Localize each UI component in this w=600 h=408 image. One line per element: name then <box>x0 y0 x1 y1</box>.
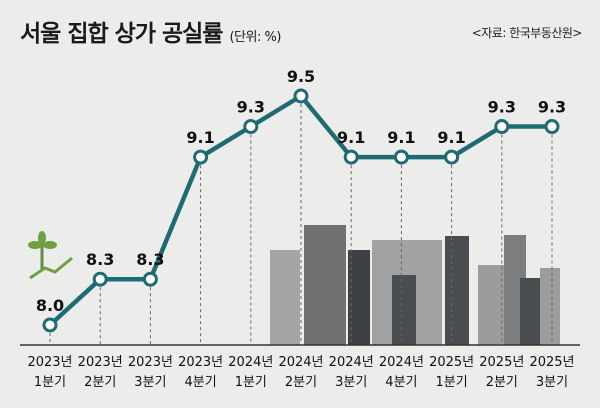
data-point <box>142 271 158 287</box>
data-label: 8.3 <box>136 250 164 269</box>
source-label: <자료: 한국부동산원> <box>471 26 583 40</box>
x-tick-label: 3분기 <box>335 375 367 390</box>
data-point <box>393 149 409 165</box>
data-label: 9.3 <box>538 98 566 117</box>
x-tick-label: 3분기 <box>536 375 568 390</box>
x-tick-label: 2023년 <box>78 355 123 370</box>
data-label: 8.0 <box>36 296 64 315</box>
x-tick-label: 3분기 <box>134 375 166 390</box>
x-tick-label: 2024년 <box>228 355 273 370</box>
x-tick-label: 2023년 <box>128 355 173 370</box>
x-tick-label: 2024년 <box>278 355 323 370</box>
x-tick-label: 2025년 <box>529 355 574 370</box>
data-label: 9.3 <box>237 98 265 117</box>
data-point <box>92 271 108 287</box>
buildings-illustration <box>270 225 560 345</box>
data-label: 9.1 <box>387 128 415 147</box>
data-label: 9.3 <box>488 98 516 117</box>
data-label: 8.3 <box>86 250 114 269</box>
x-tick-label: 2분기 <box>84 375 116 390</box>
x-tick-label: 1분기 <box>235 375 267 390</box>
title-text: 서울 집합 상가 공실률 <box>20 21 223 47</box>
x-tick-label: 2024년 <box>329 355 374 370</box>
x-tick-label: 2024년 <box>379 355 424 370</box>
x-tick-label: 2분기 <box>285 375 317 390</box>
x-tick-label: 2023년 <box>178 355 223 370</box>
data-point <box>193 149 209 165</box>
x-tick-label: 2025년 <box>429 355 474 370</box>
data-label: 9.1 <box>337 128 365 147</box>
data-label: 9.1 <box>186 128 214 147</box>
x-tick-label: 4분기 <box>184 375 216 390</box>
x-tick-label: 1분기 <box>34 375 66 390</box>
data-point <box>343 149 359 165</box>
data-point <box>293 88 309 104</box>
data-point <box>494 119 510 135</box>
x-tick-label: 2분기 <box>486 375 518 390</box>
chart-title: 서울 집합 상가 공실률 (단위: %) <box>20 14 281 48</box>
x-tick-label: 2025년 <box>479 355 524 370</box>
x-tick-label: 4분기 <box>385 375 417 390</box>
unit-label: (단위: %) <box>229 30 281 45</box>
plant-icon <box>28 231 73 280</box>
x-tick-label: 1분기 <box>435 375 467 390</box>
data-point <box>544 119 560 135</box>
data-point <box>243 119 259 135</box>
x-tick-label: 2023년 <box>27 355 72 370</box>
data-point <box>42 317 58 333</box>
data-label: 9.1 <box>437 128 465 147</box>
data-point <box>444 149 460 165</box>
data-label: 9.5 <box>287 67 315 86</box>
